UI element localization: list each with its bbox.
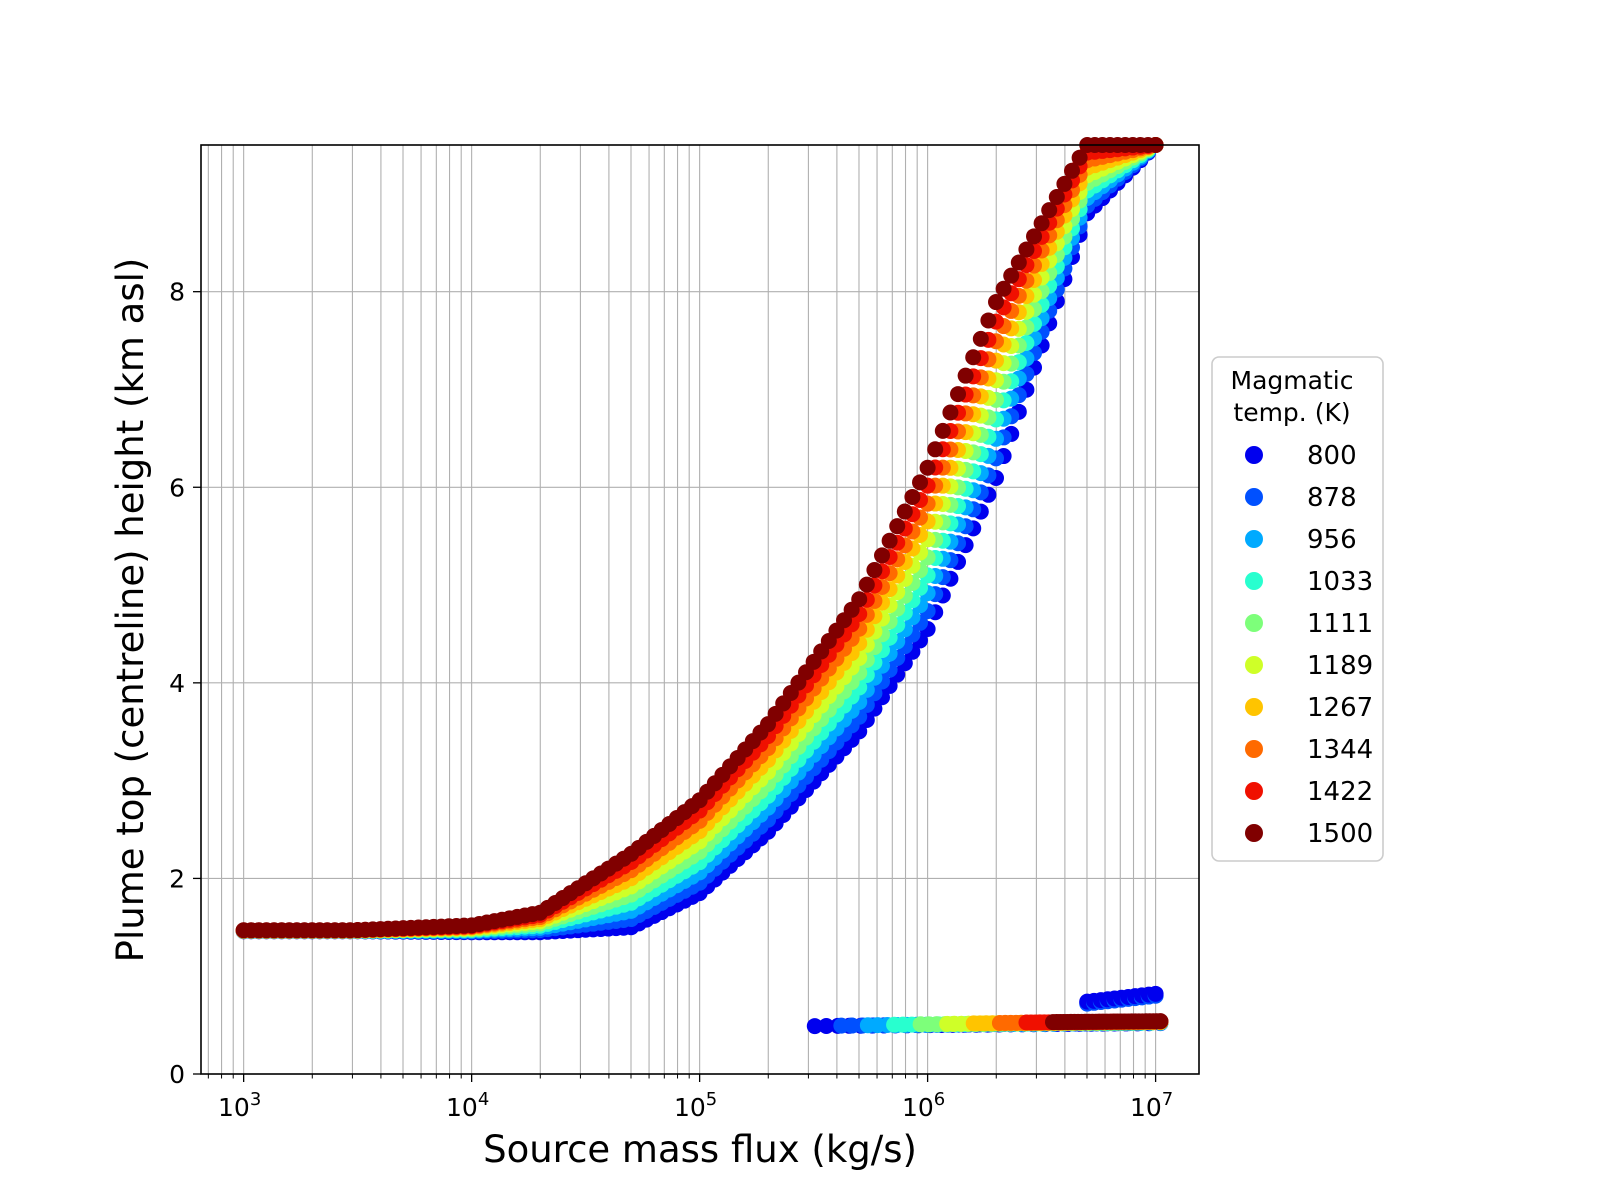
y-axis-label: Plume top (centreline) height (km asl) — [109, 258, 152, 963]
legend-entries: 800 878 956 1033 1111 1189 1267 1344 1422 1500 — [1245, 441, 1373, 849]
data-point-1500 — [1071, 149, 1088, 166]
data-point-1500 — [866, 562, 883, 579]
legend-marker-1111 — [1245, 614, 1263, 632]
data-point-1500 — [1026, 228, 1043, 245]
legend-marker-1189 — [1245, 656, 1263, 674]
data-point-1500 — [904, 488, 921, 505]
data-point-1500 — [919, 459, 936, 476]
data-point-1500 — [1010, 254, 1027, 271]
data-point-1500 — [1041, 202, 1058, 219]
legend-label-1111: 1111 — [1307, 609, 1373, 639]
data-point-1500 — [980, 312, 997, 329]
legend-marker-800 — [1245, 446, 1263, 464]
data-point-1500 — [965, 349, 982, 366]
legend-marker-956 — [1245, 530, 1263, 548]
legend-label-1267: 1267 — [1307, 693, 1373, 723]
x-axis-label: Source mass flux (kg/s) — [483, 1128, 917, 1171]
data-point-1500 — [874, 547, 891, 564]
data-point-1500 — [1033, 215, 1050, 232]
x-tick-label: 107 — [1130, 1089, 1173, 1122]
data-points — [235, 137, 1169, 1035]
legend-label-956: 956 — [1307, 525, 1357, 555]
data-point-1500 — [1152, 1013, 1169, 1030]
data-point-1500 — [858, 576, 875, 593]
data-point-800 — [806, 1018, 823, 1035]
data-point-1500 — [957, 367, 974, 384]
legend-marker-1267 — [1245, 698, 1263, 716]
legend-frame — [1211, 356, 1384, 862]
x-tick-label: 106 — [902, 1089, 945, 1122]
data-point-1500 — [1064, 162, 1081, 179]
legend-marker-1422 — [1245, 782, 1263, 800]
data-point-1500 — [1003, 267, 1020, 284]
legend-label-878: 878 — [1307, 483, 1357, 513]
legend-title-line-2: temp. (K) — [1233, 398, 1350, 427]
legend-label-1033: 1033 — [1307, 567, 1373, 597]
data-point-1500 — [896, 503, 913, 520]
legend: Magmatic temp. (K) 800 878 956 1033 1111 1189… — [1211, 356, 1384, 862]
y-tick-label: 4 — [169, 669, 185, 698]
data-point-1500 — [889, 518, 906, 535]
legend-marker-1344 — [1245, 740, 1263, 758]
legend-marker-878 — [1245, 488, 1263, 506]
data-point-1500 — [927, 441, 944, 458]
x-tick-label: 103 — [218, 1089, 261, 1122]
legend-label-1344: 1344 — [1307, 735, 1373, 765]
data-point-1500 — [934, 422, 951, 439]
data-point-1500 — [972, 330, 989, 347]
data-point-1500 — [942, 404, 959, 421]
legend-title-line-1: Magmatic — [1231, 366, 1354, 395]
data-point-1500 — [851, 591, 868, 608]
x-tick-label: 104 — [446, 1089, 489, 1122]
x-tick-label: 105 — [674, 1089, 717, 1122]
data-point-1500 — [988, 294, 1005, 311]
y-tick-label: 0 — [169, 1060, 185, 1089]
data-point-800 — [818, 1017, 835, 1034]
axis-ticks: 103 104 105 106 107 0 2 4 6 8 — [169, 278, 1173, 1122]
data-point-1500 — [950, 386, 967, 403]
data-point-1500 — [912, 474, 929, 491]
y-tick-label: 8 — [169, 278, 185, 307]
data-point-1500 — [1056, 175, 1073, 192]
y-tick-label: 6 — [169, 473, 185, 502]
legend-marker-1033 — [1245, 572, 1263, 590]
data-point-1500 — [995, 280, 1012, 297]
data-point-1500 — [1018, 241, 1035, 258]
legend-label-800: 800 — [1307, 441, 1357, 471]
data-point-1500 — [881, 532, 898, 549]
y-tick-label: 2 — [169, 864, 185, 893]
legend-label-1500: 1500 — [1307, 819, 1373, 849]
legend-label-1189: 1189 — [1307, 651, 1373, 681]
legend-label-1422: 1422 — [1307, 777, 1373, 807]
data-point-800 — [1147, 985, 1164, 1002]
legend-marker-1500 — [1245, 824, 1263, 842]
data-point-1500 — [1048, 189, 1065, 206]
